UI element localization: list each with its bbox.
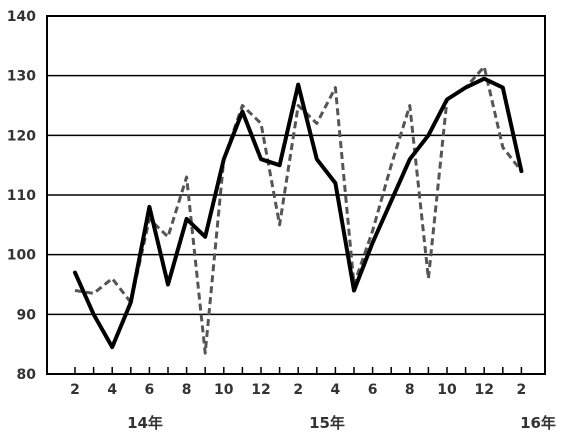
y-tick-label: 130 [7, 69, 36, 85]
year-label: 15年 [309, 414, 345, 432]
year-label: 16年 [520, 414, 556, 432]
x-tick-label: 8 [405, 382, 415, 398]
series-line-dashed [74, 65, 523, 355]
y-tick-label: 80 [17, 367, 37, 383]
year-label: 14年 [127, 414, 163, 432]
y-tick-label: 100 [7, 248, 36, 264]
x-tick-label: 2 [517, 382, 527, 398]
x-tick-label: 4 [107, 382, 117, 398]
series-line-solid [73, 76, 524, 350]
y-tick-labels: 80 90 100 110 120 130 140 [7, 9, 36, 383]
x-tick-label: 12 [474, 382, 493, 398]
grid-lines [47, 74, 545, 316]
y-tick-label: 120 [7, 128, 36, 144]
x-tick-label: 6 [145, 382, 155, 398]
x-tick-label: 10 [437, 382, 457, 398]
x-tick-label: 8 [182, 382, 192, 398]
plot-frame [46, 15, 546, 375]
x-tick-label: 10 [214, 382, 234, 398]
x-tick-label: 12 [251, 382, 270, 398]
x-tick-label: 2 [70, 382, 80, 398]
x-tick-labels: 2 4 6 8 10 12 2 4 6 8 10 12 2 [70, 382, 526, 398]
x-tick-marks [74, 367, 523, 374]
x-tick-label: 6 [368, 382, 378, 398]
x-tick-label: 4 [331, 382, 341, 398]
series-lines [73, 65, 524, 355]
y-tick-label: 90 [17, 307, 37, 323]
y-tick-label: 110 [7, 188, 36, 204]
y-tick-label: 140 [7, 9, 36, 25]
year-labels: 14年 15年 16年 [127, 414, 556, 432]
x-tick-label: 2 [293, 382, 303, 398]
